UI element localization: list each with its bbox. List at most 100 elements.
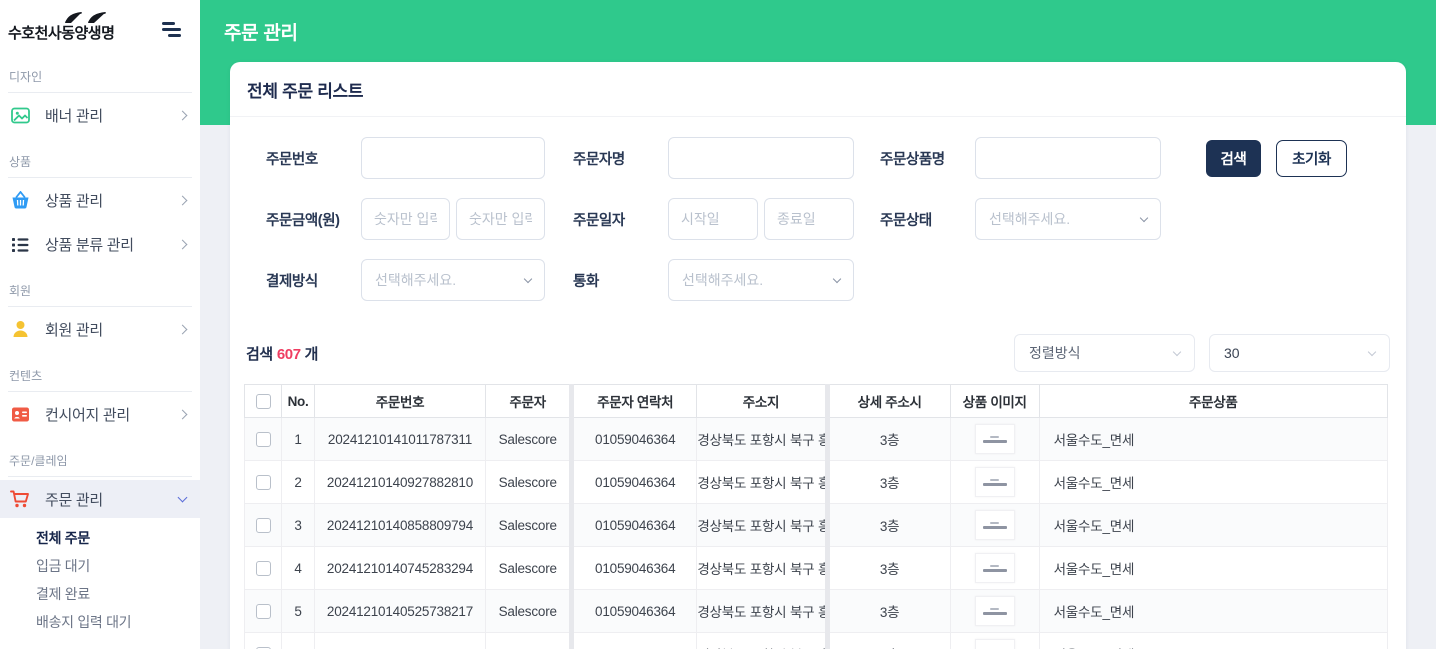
sidebar-item-order[interactable]: 주문 관리 [0, 480, 200, 518]
sidebar-item-product-category[interactable]: 상품 분류 관리 [0, 222, 200, 266]
cell-address: 경상북도 포항시 북구 흥 [696, 546, 828, 590]
cell-no: 5 [281, 589, 315, 633]
cell-orderer: Salescore [485, 417, 573, 461]
table-header-row: No. 주문번호 주문자 주문자 연락처 주소지 상세 주소시 상품 이미지 주… [243, 384, 1389, 418]
chevron-down-icon [1139, 213, 1149, 222]
amount-label: 주문금액(원) [266, 212, 340, 229]
date-end-input[interactable] [764, 198, 854, 240]
divider [8, 391, 192, 392]
sidebar-item-banner[interactable]: 배너 관리 [0, 93, 200, 137]
cell-product-image [949, 460, 1040, 504]
reset-button[interactable]: 초기화 [1276, 139, 1347, 177]
row-select-cell [243, 632, 283, 649]
cell-order-product: 서울수도_면세 [1038, 460, 1389, 504]
sidebar-item-concierge[interactable]: 컨시어지 관리 [0, 392, 200, 436]
table-row: 4 20241210140745283294 Salescore 0105904… [243, 546, 1389, 590]
cell-address: 경상북도 포항시 북구 흥 [696, 417, 828, 461]
product-thumbnail [974, 596, 1015, 626]
cell-address: 경상북도 포항시 북구 흥 [696, 460, 828, 504]
logo-text: 수호천사동양생명 [8, 25, 115, 42]
list-icon [10, 234, 30, 254]
product-name-input[interactable] [975, 137, 1161, 179]
cell-order-product: 서울수도_면세 [1038, 546, 1389, 590]
cart-icon [10, 489, 30, 509]
col-no: No. [281, 384, 315, 418]
sidebar-item-label: 컨시어지 관리 [45, 406, 130, 424]
divider [8, 177, 192, 178]
cell-order-product: 서울수도_면세 [1038, 632, 1389, 649]
product-thumbnail [974, 424, 1015, 454]
chevron-right-icon [177, 409, 188, 419]
chevron-down-icon [523, 274, 533, 283]
wings-icon [65, 12, 106, 23]
row-checkbox[interactable] [255, 603, 271, 619]
cell-order-no: 20241210140745283294 [313, 546, 487, 590]
cell-address-detail: 3층 [824, 589, 951, 633]
result-count: 검색 607 개 [246, 345, 319, 363]
results-bar: 검색 607 개 정렬방식 30 [246, 334, 1390, 372]
row-checkbox[interactable] [255, 517, 271, 533]
cell-order-no: 20241210140858809794 [313, 503, 487, 547]
order-table-body: 1 20241210141011787311 Salescore 0105904… [243, 417, 1389, 649]
cell-address: 경상북도 포항시 북구 흥 [696, 632, 828, 649]
col-order-no: 주문번호 [313, 384, 487, 418]
cell-no: 4 [281, 546, 315, 590]
order-submenu: 전체 주문 입금 대기 결제 완료 배송지 입력 대기 [0, 524, 200, 636]
sidebar-subitem-deposit-pending[interactable]: 입금 대기 [36, 558, 90, 574]
cell-orderer-phone: 01059046364 [569, 632, 698, 649]
cell-product-image [949, 503, 1040, 547]
row-select-cell [243, 546, 283, 590]
divider [8, 92, 192, 93]
cell-no: 2 [281, 460, 315, 504]
cell-product-image [949, 417, 1040, 461]
row-checkbox[interactable] [255, 474, 271, 490]
sidebar-subitem-shipping-input-pending[interactable]: 배송지 입력 대기 [36, 614, 132, 630]
table-row: 6 20241210140456872596 Salescore 0105904… [243, 632, 1389, 649]
order-no-input[interactable] [361, 137, 545, 179]
sidebar-subitem-payment-complete[interactable]: 결제 완료 [36, 586, 90, 602]
sidebar-item-member[interactable]: 회원 관리 [0, 307, 200, 351]
search-button[interactable]: 검색 [1206, 139, 1261, 177]
cell-product-image [949, 589, 1040, 633]
idcard-icon [10, 404, 30, 424]
table-row: 5 20241210140525738217 Salescore 0105904… [243, 589, 1389, 633]
page-size-select[interactable]: 30 [1209, 334, 1390, 372]
amount-max-input[interactable] [456, 198, 545, 240]
cell-no: 6 [281, 632, 315, 649]
cell-order-product: 서울수도_면세 [1038, 417, 1389, 461]
row-checkbox[interactable] [255, 560, 271, 576]
cell-product-image [949, 546, 1040, 590]
card-header: 전체 주문 리스트 [230, 62, 1406, 117]
row-checkbox[interactable] [255, 431, 271, 447]
sidebar-item-product[interactable]: 상품 관리 [0, 178, 200, 222]
row-select-cell [243, 503, 283, 547]
section-label-content: 컨텐츠 [9, 369, 43, 383]
select-all-checkbox[interactable] [255, 393, 271, 409]
cell-orderer: Salescore [485, 503, 573, 547]
product-name-label: 주문상품명 [880, 151, 945, 168]
sort-order-select[interactable]: 정렬방식 [1014, 334, 1195, 372]
row-checkbox[interactable] [255, 646, 271, 649]
logo[interactable]: 수호천사동양생명 [0, 0, 200, 52]
payment-method-select[interactable]: 선택해주세요. [361, 259, 545, 301]
search-form: 주문번호 주문자명 주문상품명 검색 초기화 [230, 117, 1406, 322]
table-row: 3 20241210140858809794 Salescore 0105904… [243, 503, 1389, 547]
amount-min-input[interactable] [361, 198, 450, 240]
order-status-select[interactable]: 선택해주세요. [975, 198, 1161, 240]
date-start-input[interactable] [668, 198, 758, 240]
orderer-name-input[interactable] [668, 137, 854, 179]
cell-order-no: 20241210140927882810 [313, 460, 487, 504]
product-thumbnail [974, 553, 1015, 583]
col-address-detail: 상세 주소시 [824, 384, 951, 418]
cell-orderer-phone: 01059046364 [569, 589, 698, 633]
menu-toggle-icon[interactable] [162, 22, 182, 37]
page-title: 주문 관리 [224, 23, 298, 44]
main-content: 주문 관리 전체 주문 리스트 주문번호 주문자명 주문상품명 [200, 0, 1436, 649]
row-select-cell [243, 460, 283, 504]
currency-select[interactable]: 선택해주세요. [668, 259, 854, 301]
sidebar-subitem-all-orders[interactable]: 전체 주문 [36, 530, 90, 546]
col-product-image: 상품 이미지 [949, 384, 1040, 418]
sidebar-item-label: 회원 관리 [45, 321, 103, 339]
product-thumbnail [974, 510, 1015, 540]
